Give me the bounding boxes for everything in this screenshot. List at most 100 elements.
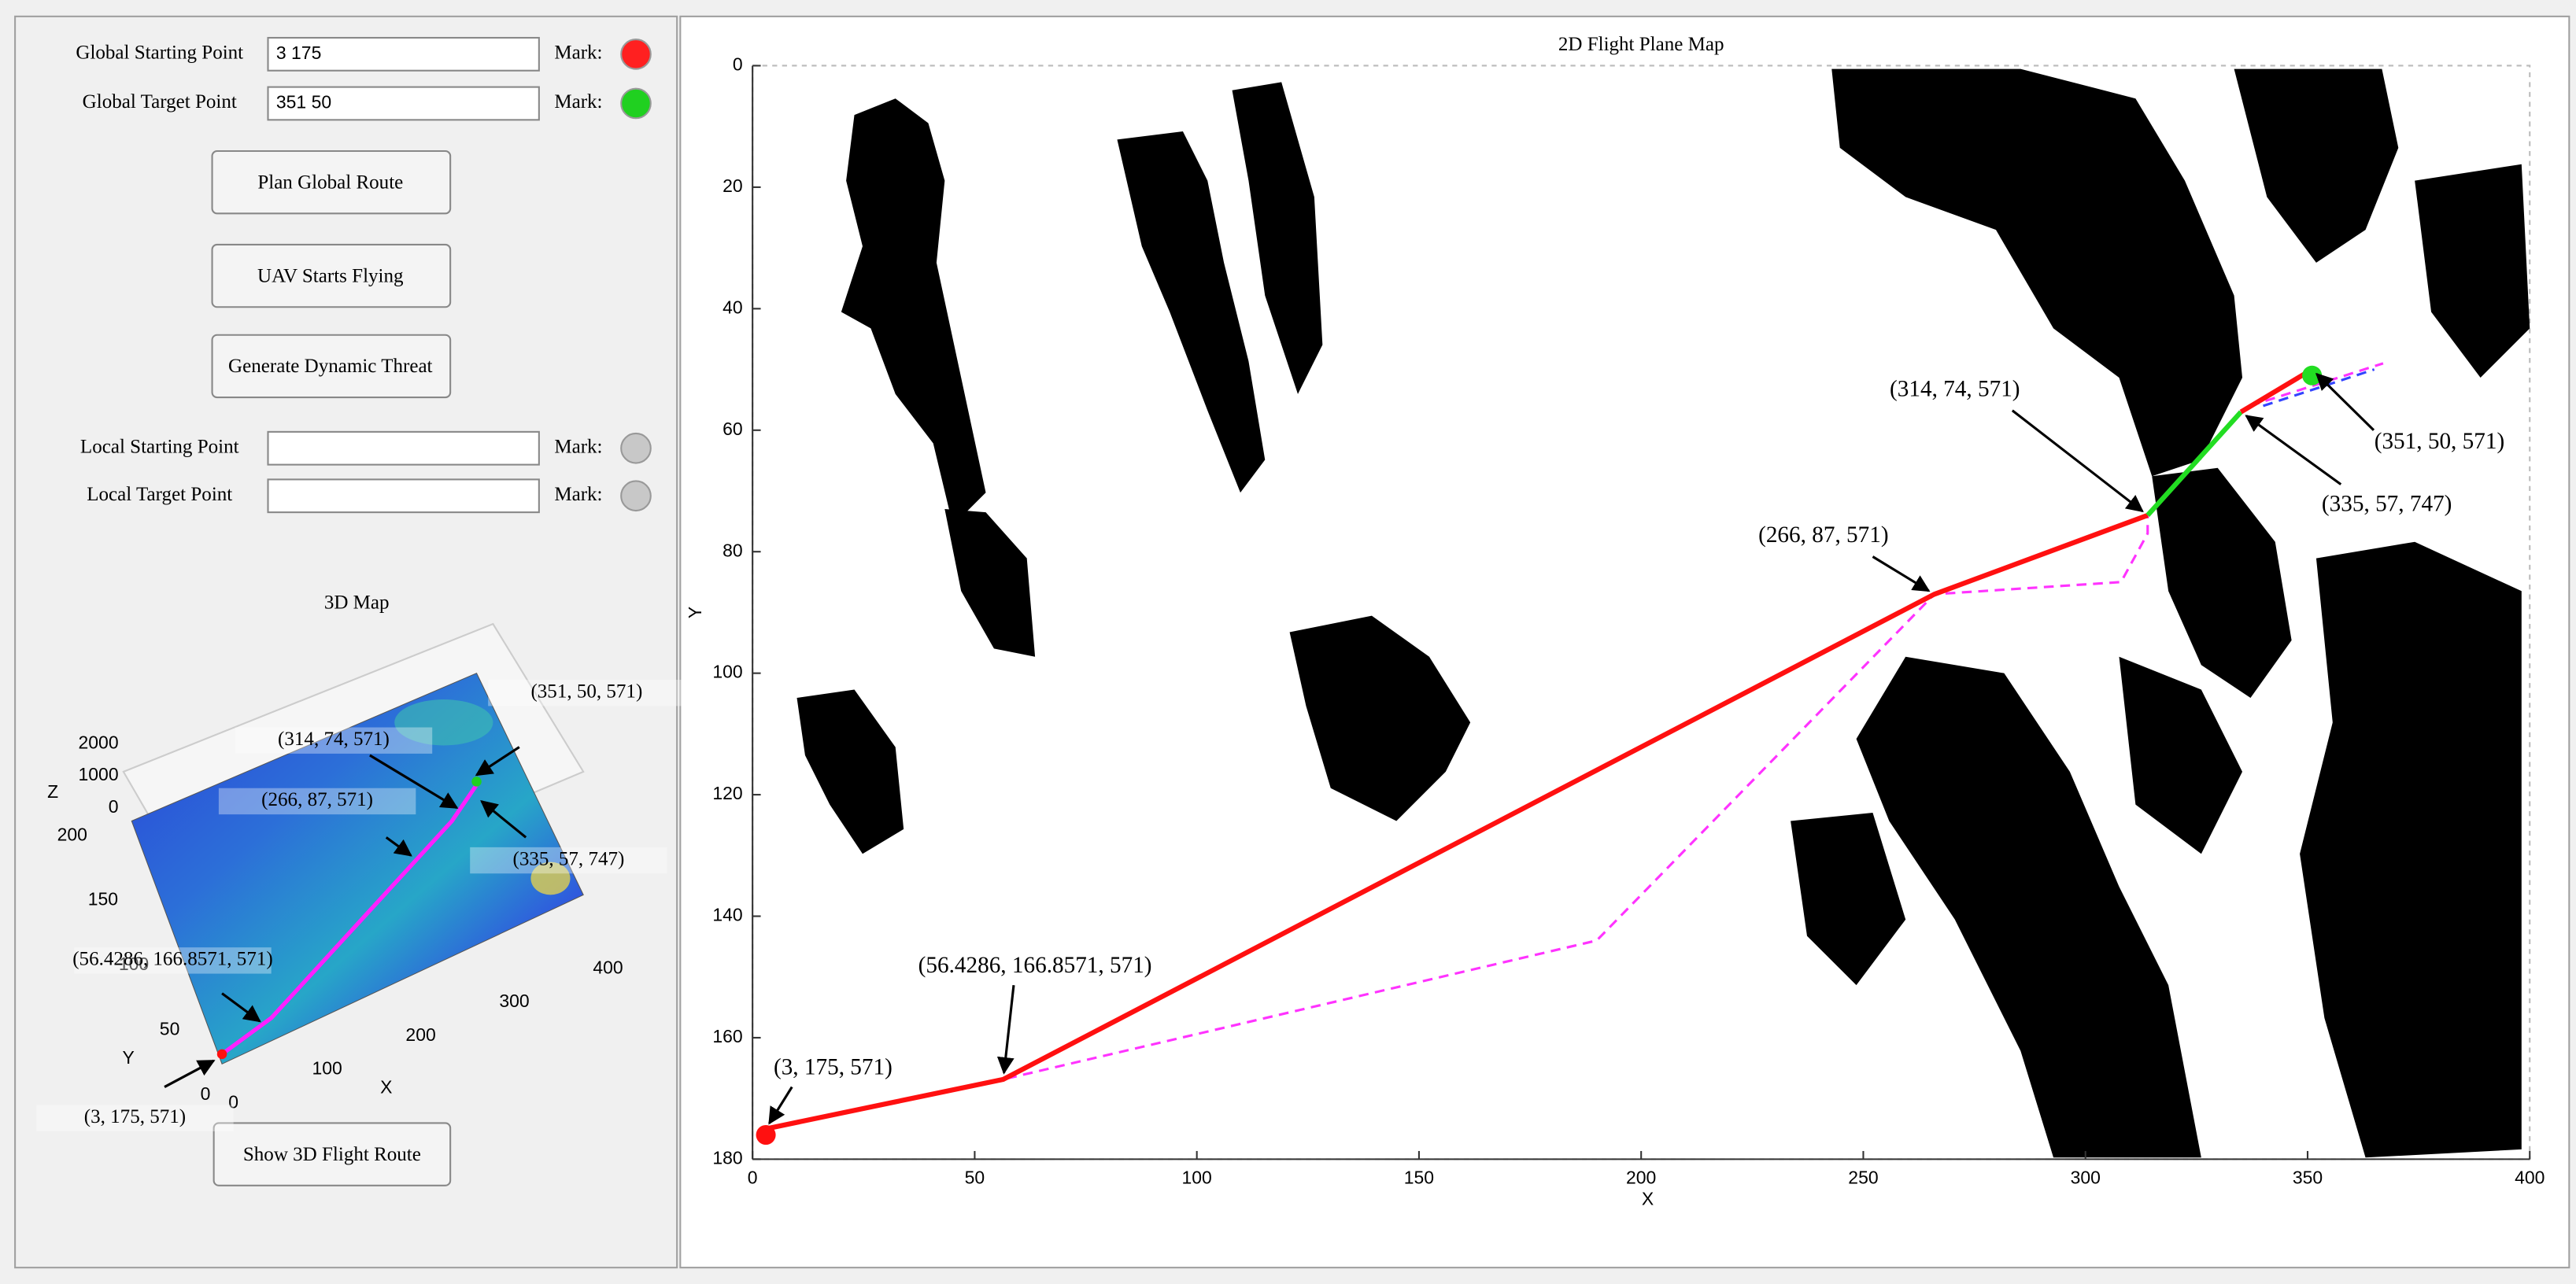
route-line (2145, 410, 2243, 517)
input-value: 3 175 (276, 42, 321, 63)
obstacle (2415, 164, 2530, 378)
y-tick-label: 200 (57, 824, 87, 844)
y-tick-label: 180 (712, 1147, 742, 1168)
y-tick-label: 20 (723, 175, 743, 196)
annotation-box (235, 727, 433, 754)
x-tick-label: 50 (965, 1167, 985, 1187)
y-tick-label: 100 (119, 954, 149, 974)
mark-label: Mark: (554, 42, 602, 64)
y-axis-label: Y (685, 607, 705, 618)
3d-flight-route (220, 784, 479, 1056)
mark-lamp (620, 87, 652, 120)
x-tick-label: 0 (748, 1167, 758, 1187)
mark-lamp (620, 480, 652, 512)
annotation-arrow (369, 754, 459, 810)
annotation-arrow (480, 800, 527, 839)
obstacle (1117, 131, 1266, 493)
annotation-arrow (996, 985, 1015, 1075)
y-tick-label: 120 (712, 783, 742, 803)
y-tick-label: 0 (733, 54, 743, 75)
3d-terrain-surface (131, 672, 584, 1065)
annotation-arrow (2245, 415, 2342, 485)
map-plot (752, 65, 2531, 1160)
obstacle (796, 689, 904, 854)
annotation-arrow (475, 746, 520, 777)
button-label: Show 3D Flight Route (243, 1144, 421, 1165)
button[interactable] (213, 1122, 452, 1186)
annotation-arrow (2315, 372, 2375, 431)
button[interactable] (211, 149, 452, 215)
x-tick-label: 400 (2515, 1167, 2545, 1187)
x-tick-label: 100 (1182, 1167, 1212, 1187)
x-tick-label: 200 (405, 1024, 435, 1045)
annotation-box (36, 1105, 234, 1131)
3d-map-title: 3D Map (324, 592, 390, 614)
annotation-arrow (385, 836, 412, 857)
terrain-peak (530, 862, 571, 895)
mark-lamp (620, 432, 652, 464)
text-input[interactable] (267, 36, 540, 72)
annotation-box (470, 847, 667, 874)
y-tick-label: 60 (723, 419, 743, 439)
mark-lamp (620, 39, 652, 70)
button[interactable] (211, 243, 452, 308)
obstacle (841, 98, 986, 526)
button[interactable] (211, 334, 452, 399)
annotation-arrow (221, 992, 261, 1023)
chart-title: 2D Flight Plane Map (1558, 34, 1724, 55)
annotation: (266, 87, 571) (1758, 522, 1888, 548)
y-tick-label: 80 (723, 540, 743, 560)
y-tick-label: 160 (712, 1026, 742, 1046)
annotation: (335, 57, 747) (512, 848, 624, 869)
annotation-arrow (164, 1059, 216, 1088)
annotation-box (488, 680, 686, 707)
obstacle (2152, 467, 2292, 698)
y-tick-label: 50 (160, 1019, 180, 1039)
axis-label: X (380, 1077, 392, 1098)
point-marker (756, 1124, 776, 1146)
obstacle (1791, 813, 1906, 986)
annotation: (351, 50, 571) (2375, 429, 2504, 454)
route-line (765, 512, 2149, 1131)
button-label: Plan Global Route (257, 172, 403, 193)
y-tick-label: 40 (723, 297, 743, 317)
x-tick-label: 300 (2071, 1167, 2101, 1187)
annotation: (56.4286, 166.8571, 571) (72, 949, 272, 970)
button-label: Generate Dynamic Threat (228, 356, 433, 377)
x-tick-label: 250 (1848, 1167, 1878, 1187)
obstacle (2119, 656, 2243, 854)
annotation: (335, 57, 747) (2322, 491, 2452, 516)
mark-label: Mark: (554, 91, 602, 113)
obstacles (796, 68, 2530, 1158)
terrain-peak (394, 699, 493, 746)
y-tick-label: 140 (712, 905, 742, 925)
field-label: Global Starting Point (76, 42, 243, 64)
annotation: (351, 50, 571) (530, 681, 642, 702)
3d-map (122, 622, 585, 1065)
field-label: Local Target Point (87, 484, 232, 505)
field-label: Global Target Point (83, 91, 237, 113)
x-axis-label: X (1642, 1189, 1654, 1209)
annotation: (56.4286, 166.8571, 571) (918, 953, 1152, 978)
x-tick-label: 200 (1626, 1167, 1656, 1187)
text-input[interactable] (267, 478, 540, 514)
text-input[interactable] (267, 86, 540, 121)
route-line (2239, 367, 2314, 415)
3d-target (471, 777, 482, 787)
z-tick-label: 1000 (79, 764, 119, 784)
x-tick-label: 300 (499, 991, 529, 1011)
annotation: (314, 74, 571) (278, 729, 390, 750)
y-tick-label: 0 (201, 1083, 211, 1104)
axis-label: Z (47, 781, 58, 802)
mark-label: Mark: (554, 484, 602, 505)
annotation: (266, 87, 571) (261, 789, 373, 810)
3d-start (216, 1049, 227, 1060)
mark-label: Mark: (554, 436, 602, 457)
annotation-arrow (768, 1086, 793, 1125)
obstacle (2234, 68, 2399, 263)
z-tick-label: 2000 (79, 732, 119, 752)
annotation-box (74, 947, 272, 974)
text-input[interactable] (267, 430, 540, 466)
